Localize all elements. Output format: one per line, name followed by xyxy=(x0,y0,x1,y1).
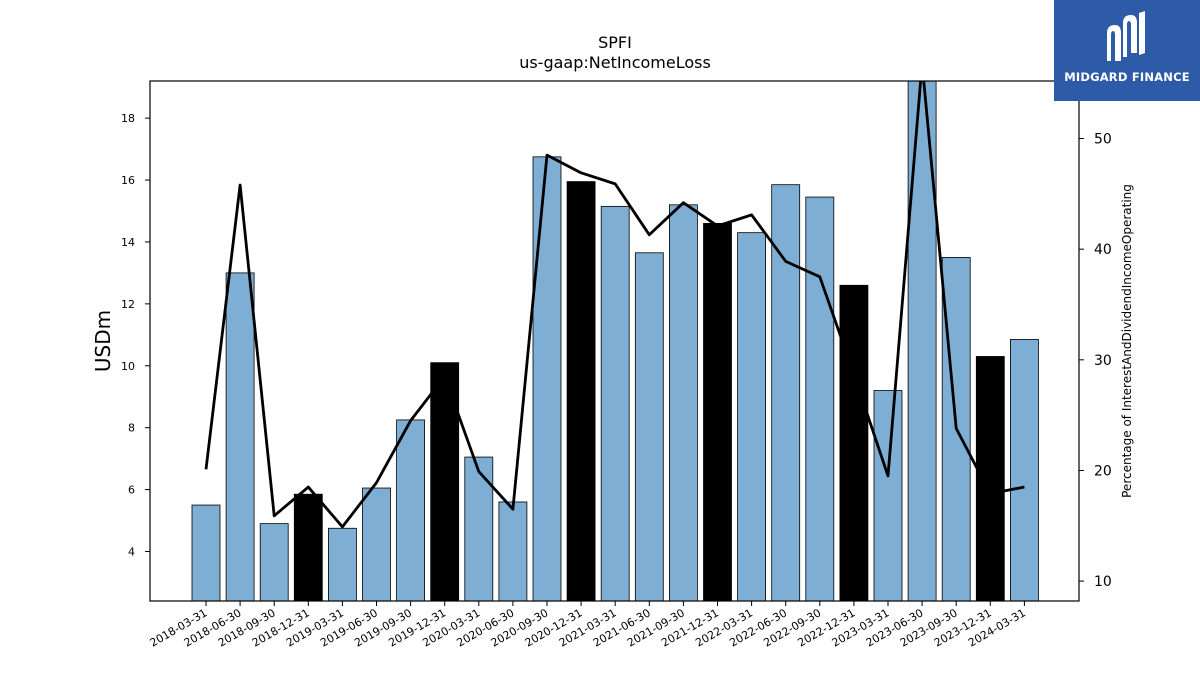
y2-tick-label: 20 xyxy=(1094,463,1112,479)
bar-2023-03-31 xyxy=(873,390,903,601)
y2-tick-label: 40 xyxy=(1094,242,1112,258)
bar-2021-03-31 xyxy=(600,205,630,601)
plot-frame xyxy=(149,80,1080,602)
bar-2018-09-30 xyxy=(259,523,289,601)
bar-2021-06-30 xyxy=(634,252,664,601)
bar-2022-12-31 xyxy=(839,284,869,601)
bar-series xyxy=(191,81,1039,601)
y-tick-label: 6 xyxy=(128,484,135,497)
y-tick-label: 18 xyxy=(121,112,135,125)
chart-title: SPFI xyxy=(598,33,632,52)
bar-2022-06-30 xyxy=(771,184,801,601)
bar-2018-06-30 xyxy=(225,272,255,601)
bar-2019-03-31 xyxy=(327,527,357,601)
y-tick-label: 14 xyxy=(121,236,135,249)
midgard-finance-logo: MIDGARD FINANCE xyxy=(1054,0,1200,101)
bar-2020-09-30 xyxy=(532,156,562,601)
x-axis-ticks: 2018-03-312018-06-302018-09-302018-12-31… xyxy=(148,601,1028,650)
left-axis-ticks: 4 6 8 10 12 14 16 18 xyxy=(121,112,150,558)
bar-2019-09-30 xyxy=(396,419,426,601)
chart-subtitle: us-gaap:NetIncomeLoss xyxy=(519,53,711,72)
y2-tick-label: 30 xyxy=(1094,353,1112,369)
logo-text: MIDGARD FINANCE xyxy=(1064,70,1190,84)
bar-2018-03-31 xyxy=(191,504,221,601)
bar-2020-03-31 xyxy=(464,456,494,601)
y-tick-label: 12 xyxy=(121,298,135,311)
bar-2024-03-31 xyxy=(1010,339,1039,601)
bar-2023-12-31 xyxy=(975,356,1005,601)
right-axis-ticks: 10 20 30 40 50 xyxy=(1079,132,1112,590)
bar-2020-12-31 xyxy=(566,181,596,601)
percentage-line xyxy=(204,81,1025,529)
bar-2020-06-30 xyxy=(498,501,528,601)
bar-2021-09-30 xyxy=(669,204,698,601)
y-tick-label: 8 xyxy=(128,422,135,435)
bar-2022-03-31 xyxy=(737,232,766,601)
y2-tick-label: 50 xyxy=(1094,132,1112,148)
bar-2018-12-31 xyxy=(293,493,323,601)
y2-tick-label: 10 xyxy=(1094,574,1112,590)
bar-2019-12-31 xyxy=(430,362,460,601)
y-tick-label: 4 xyxy=(128,545,135,558)
bar-2022-09-30 xyxy=(805,196,835,601)
y-tick-label: 10 xyxy=(121,360,135,373)
logo-mark-icon xyxy=(1107,11,1145,61)
bar-2021-12-31 xyxy=(703,222,732,601)
y2-axis-label: Percentage of InterestAndDividendIncomeO… xyxy=(1120,184,1134,498)
y-axis-label: USDm xyxy=(91,310,115,372)
y-tick-label: 16 xyxy=(121,174,135,187)
bar-2019-06-30 xyxy=(362,487,391,601)
